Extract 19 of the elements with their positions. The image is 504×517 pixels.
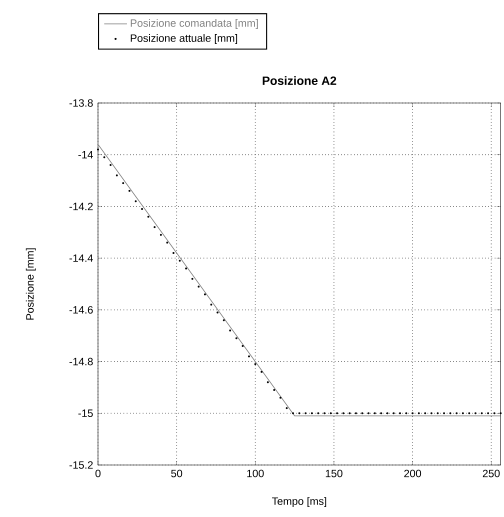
y-tick-label: -15: [78, 410, 93, 418]
y-tick-label: -14: [78, 151, 93, 158]
y-tick-label: -13.8: [69, 99, 93, 107]
x-tick-label: 100: [247, 470, 264, 478]
legend-label: Posizione comandata [mm]: [130, 18, 258, 29]
x-tick-label: 150: [326, 470, 342, 478]
x-tick-label: 250: [482, 470, 500, 478]
chart-title: Posizione A2: [262, 76, 336, 85]
y-tick-label: -14.2: [69, 202, 93, 210]
y-tick-label: -14.4: [69, 254, 93, 262]
x-axis-title: Tempo [ms]: [272, 497, 326, 508]
y-tick-label: -15.2: [69, 461, 93, 469]
legend-label: Posizione attuale [mm]: [130, 34, 238, 44]
x-tick-label: 200: [404, 470, 422, 478]
y-axis-title: Posizione [mm]: [26, 248, 36, 320]
x-tick-label: 50: [171, 470, 182, 478]
y-tick-label: -14.8: [69, 358, 93, 366]
y-tick-label: -14.6: [69, 306, 93, 314]
x-tick-label: 0: [95, 470, 101, 478]
